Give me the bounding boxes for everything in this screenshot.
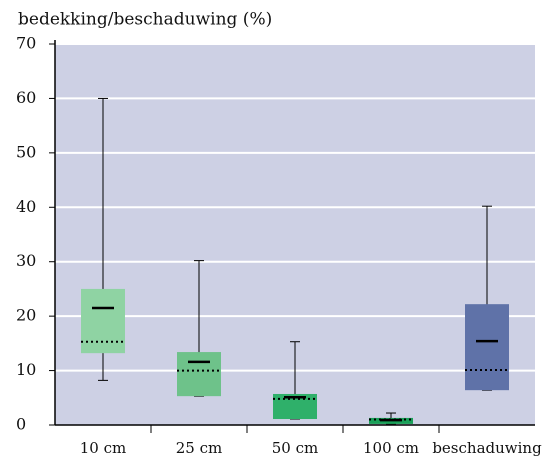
y-tick-label: 20: [16, 306, 36, 325]
x-tick-label: beschaduwing: [432, 439, 542, 457]
x-tick-label: 10 cm: [80, 439, 126, 457]
box: [81, 288, 125, 354]
y-tick-label: 50: [16, 142, 36, 161]
box: [465, 304, 509, 391]
x-tick-label: 100 cm: [363, 439, 419, 457]
y-tick-label: 60: [16, 88, 36, 107]
chart-title: bedekking/beschaduwing (%): [18, 10, 272, 30]
box: [177, 352, 221, 397]
x-tick-label: 25 cm: [176, 439, 222, 457]
y-tick-label: 0: [16, 415, 26, 434]
y-tick-label: 30: [16, 251, 36, 270]
x-tick-label: 50 cm: [272, 439, 318, 457]
y-tick-label: 40: [16, 197, 36, 216]
y-tick-label: 70: [16, 34, 36, 53]
y-tick-label: 10: [16, 360, 36, 379]
